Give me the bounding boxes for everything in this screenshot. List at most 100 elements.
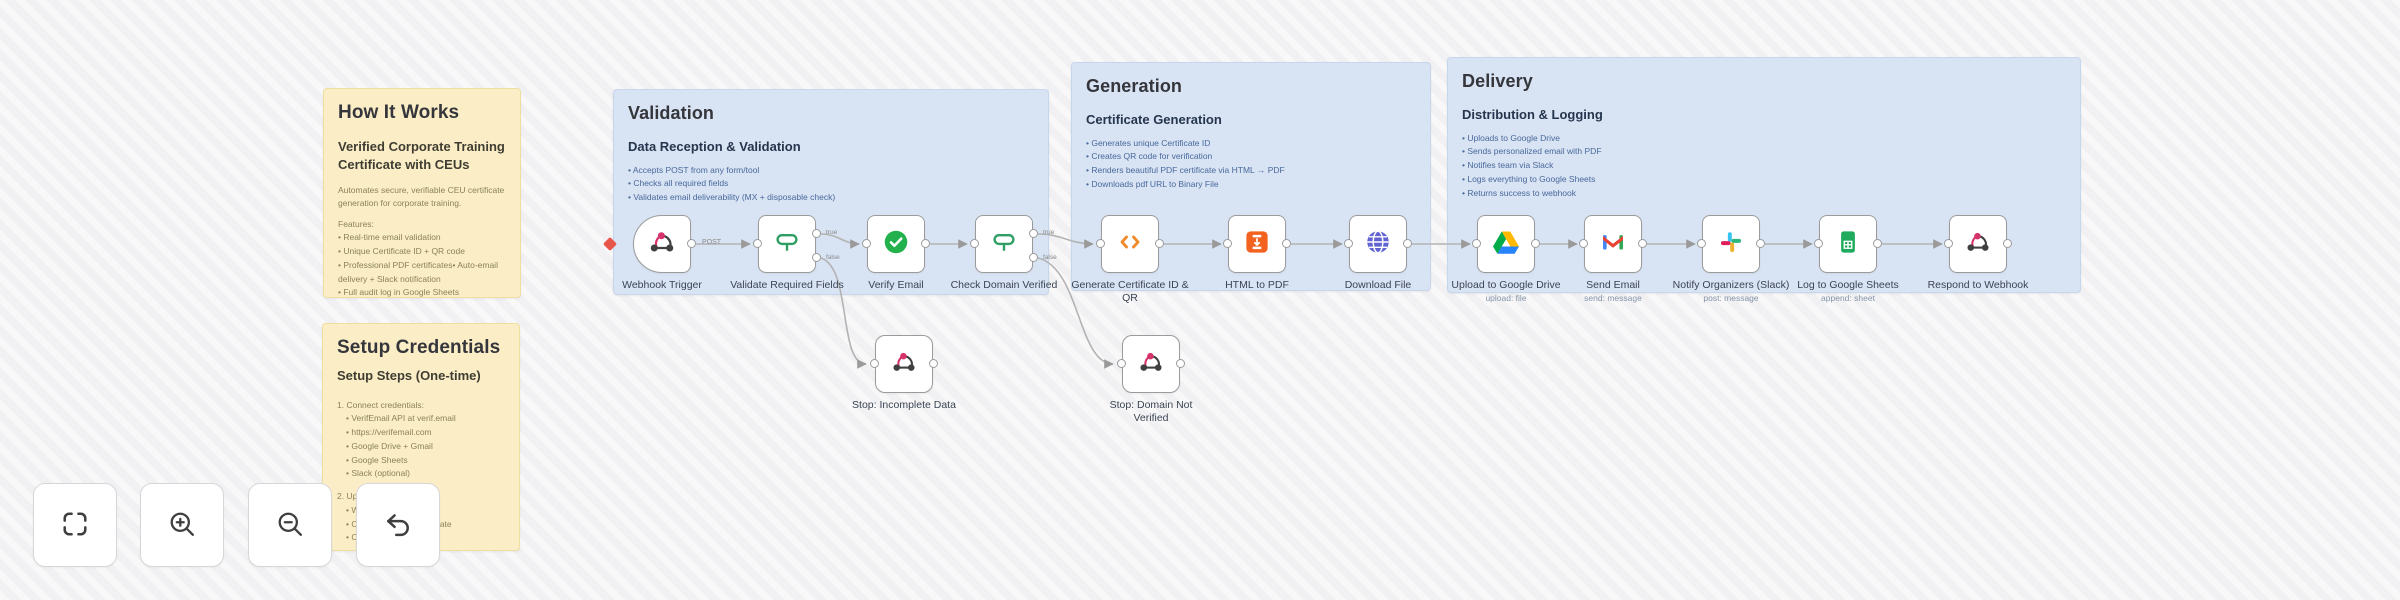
node-check-domain-verified[interactable]: Check Domain Verified [951,215,1057,291]
input-port[interactable] [1096,239,1105,248]
node-box[interactable] [1117,335,1185,393]
wire-label-false: false [826,254,840,261]
node-label: Respond to Webhook [1927,279,2029,291]
sticky-bullet: • Creates QR code for verification [1086,151,1213,162]
sticky-bullet: • Returns success to webhook [1462,187,1577,198]
input-port[interactable] [1344,239,1353,248]
sticky-heading: Data Reception & Validation [628,139,801,154]
node-upload-google-drive[interactable]: Upload to Google Drive upload: file [1451,215,1561,303]
sticky-heading: Verified Corporate Training Certificate … [338,139,505,172]
wire-validate-false-to-stop[interactable] [820,257,867,369]
output-port[interactable] [1873,239,1882,248]
output-port[interactable] [921,239,930,248]
input-port[interactable] [1223,239,1232,248]
node-respond-to-webhook[interactable]: Respond to Webhook [1928,215,2028,291]
input-port[interactable] [1472,239,1481,248]
node-box[interactable] [870,335,938,393]
output-port[interactable] [1403,239,1412,248]
sticky-line: Features: [338,218,374,229]
node-send-email[interactable]: Send Email send: message [1579,215,1647,303]
setup-item-link[interactable]: • https://verifemail.com [346,427,432,438]
node-subtitle: append: sheet [1821,293,1875,304]
node-html-to-pdf[interactable]: HTML to PDF [1223,215,1291,291]
node-label: Stop: Incomplete Data [852,399,956,411]
input-port[interactable] [753,239,762,248]
node-stop-incomplete-data[interactable]: Stop: Incomplete Data [852,335,956,411]
node-box[interactable] [862,215,930,273]
node-box[interactable] [970,215,1038,273]
setup-item: • Google Sheets [346,454,408,465]
google-drive-icon [1491,227,1521,262]
input-port[interactable] [870,359,879,368]
node-box[interactable] [1096,215,1164,273]
webhook-icon [1137,348,1165,381]
sticky-heading: Certificate Generation [1086,112,1222,127]
output-port[interactable] [687,239,696,248]
sticky-how-it-works[interactable]: How It Works Verified Corporate Training… [323,88,521,298]
zoom-out-icon [274,508,306,543]
node-box[interactable] [1814,215,1882,273]
node-box[interactable] [1344,215,1412,273]
node-verify-email[interactable]: Verify Email [862,215,930,291]
gmail-icon [1598,227,1628,262]
output-port-false[interactable] [812,253,821,262]
sticky-title: How It Works [338,102,460,123]
node-label: Upload to Google Drive upload: file [1436,279,1576,304]
zoom-in-button[interactable] [140,483,224,567]
node-box[interactable] [1472,215,1540,273]
setup-item: • Google Drive + Gmail [346,440,433,451]
node-box[interactable] [1223,215,1291,273]
output-port-true[interactable] [812,229,821,238]
wire-validate-true-to-verify[interactable] [820,233,860,249]
zoom-to-fit-button[interactable] [33,483,117,567]
slack-icon [1717,228,1745,261]
setup-step-heading: 1. Connect credentials: [337,399,424,410]
undo-button[interactable] [356,483,440,567]
output-port[interactable] [1531,239,1540,248]
input-port[interactable] [1944,239,1953,248]
output-port[interactable] [1155,239,1164,248]
input-port[interactable] [1579,239,1588,248]
input-port[interactable] [862,239,871,248]
output-port[interactable] [1176,359,1185,368]
setup-item: • VerifEmail API at verif.email [346,413,456,424]
input-port[interactable] [1814,239,1823,248]
sticky-title: Delivery [1462,71,1533,91]
node-box[interactable] [1944,215,2012,273]
sticky-title: Setup Credentials [337,337,501,358]
input-port[interactable] [970,239,979,248]
node-generate-certificate[interactable]: Generate Certificate ID & QR [1071,215,1189,304]
node-log-google-sheets[interactable]: Log to Google Sheets append: sheet [1797,215,1899,303]
output-port[interactable] [1282,239,1291,248]
node-title: Upload to Google Drive [1451,279,1561,291]
wire-check-false-to-stop[interactable] [1037,257,1114,369]
output-port-true[interactable] [1029,229,1038,238]
output-port[interactable] [929,359,938,368]
wire-label-post: POST [702,239,722,246]
output-port-false[interactable] [1029,253,1038,262]
output-port[interactable] [2003,239,2012,248]
node-label: Download File [1344,279,1412,291]
node-subtitle: send: message [1584,293,1642,304]
node-validate-required-fields[interactable]: Validate Required Fields [730,215,844,291]
node-box[interactable] [1579,215,1647,273]
zoom-out-button[interactable] [248,483,332,567]
node-stop-domain-not-verified[interactable]: Stop: Domain Not Verified [1110,335,1192,424]
wire-check-true-to-generate[interactable] [1037,233,1094,249]
node-label: Webhook Trigger [622,279,702,291]
node-download-file[interactable]: Download File [1344,215,1412,291]
node-box[interactable] [633,215,696,273]
node-webhook-trigger[interactable]: Webhook Trigger [622,215,702,291]
sticky-line: • Real-time email validation [338,232,441,243]
node-box[interactable] [753,215,821,273]
sticky-bullet: • Logs everything to Google Sheets [1462,173,1596,184]
google-sheets-icon [1833,227,1863,262]
output-port[interactable] [1638,239,1647,248]
input-port[interactable] [1697,239,1706,248]
node-box[interactable] [1697,215,1765,273]
node-notify-slack[interactable]: Notify Organizers (Slack) post: message [1673,215,1789,303]
input-port[interactable] [1117,359,1126,368]
output-port[interactable] [1756,239,1765,248]
node-label: Validate Required Fields [730,279,844,291]
